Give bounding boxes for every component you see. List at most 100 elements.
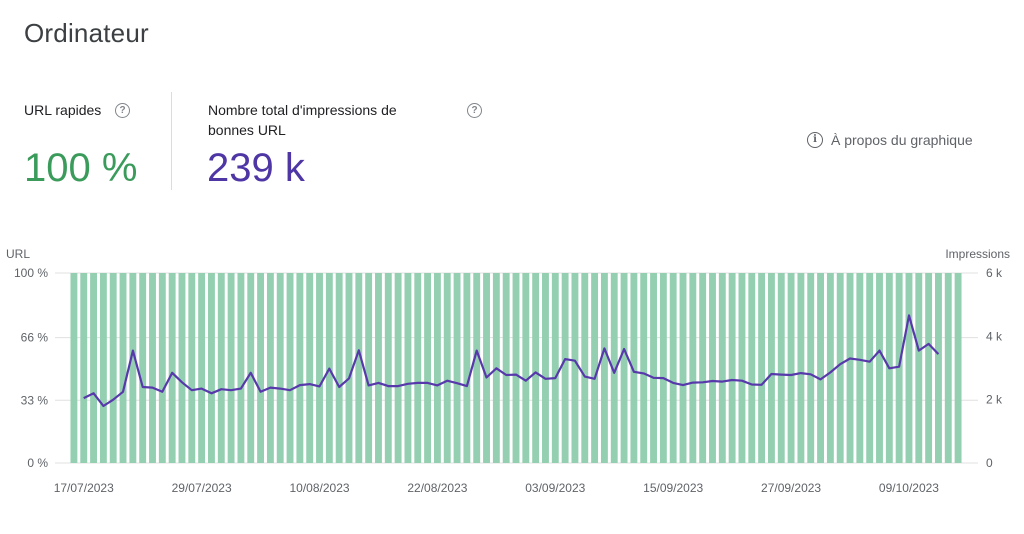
bar[interactable]	[591, 273, 599, 463]
bar[interactable]	[433, 273, 441, 463]
bar[interactable]	[650, 273, 657, 463]
bar[interactable]	[836, 273, 844, 463]
bar[interactable]	[817, 273, 824, 463]
bar[interactable]	[561, 273, 569, 463]
bar[interactable]	[925, 273, 933, 463]
bar[interactable]	[217, 273, 225, 463]
bar[interactable]	[365, 273, 373, 463]
bar[interactable]	[876, 273, 883, 463]
bar[interactable]	[345, 273, 353, 463]
bar[interactable]	[70, 273, 78, 463]
bar[interactable]	[699, 273, 707, 463]
bar[interactable]	[826, 273, 834, 463]
bar[interactable]	[335, 273, 343, 463]
bar[interactable]	[463, 273, 471, 463]
bar[interactable]	[944, 273, 952, 463]
bar[interactable]	[748, 273, 756, 463]
impressions-line[interactable]	[83, 314, 940, 408]
bar[interactable]	[80, 273, 88, 463]
bar[interactable]	[689, 273, 697, 463]
bar[interactable]	[728, 273, 736, 463]
bar[interactable]	[954, 273, 962, 463]
bar[interactable]	[787, 273, 795, 463]
bar[interactable]	[139, 273, 147, 463]
bar[interactable]	[149, 273, 156, 463]
bar[interactable]	[551, 273, 559, 463]
bar[interactable]	[522, 273, 530, 463]
bar[interactable]	[600, 273, 608, 463]
fast-urls-metric[interactable]: URL rapides	[24, 100, 101, 120]
bar[interactable]	[158, 273, 166, 463]
bar[interactable]	[905, 273, 913, 463]
bar[interactable]	[198, 273, 206, 463]
bar[interactable]	[581, 273, 589, 463]
bar[interactable]	[208, 273, 215, 463]
bar[interactable]	[276, 273, 284, 463]
x-tick-label: 17/07/2023	[54, 481, 114, 495]
bar[interactable]	[709, 273, 716, 463]
bar[interactable]	[394, 273, 402, 463]
bar[interactable]	[610, 273, 618, 463]
bar[interactable]	[935, 273, 942, 463]
bar[interactable]	[247, 273, 255, 463]
bar[interactable]	[355, 273, 363, 463]
impressions-metric[interactable]: Nombre total d'impressions de bonnes URL	[208, 100, 397, 140]
bar[interactable]	[866, 273, 874, 463]
bar[interactable]	[532, 273, 540, 463]
bar[interactable]	[777, 273, 785, 463]
bar[interactable]	[129, 273, 137, 463]
bar[interactable]	[375, 273, 382, 463]
bar[interactable]	[266, 273, 274, 463]
x-tick-label: 29/07/2023	[172, 481, 232, 495]
bar[interactable]	[679, 273, 687, 463]
bar[interactable]	[119, 273, 127, 463]
impressions-label-line2: bonnes URL	[208, 122, 286, 138]
bar[interactable]	[90, 273, 97, 463]
bar[interactable]	[316, 273, 323, 463]
bar[interactable]	[473, 273, 481, 463]
bar[interactable]	[856, 273, 864, 463]
bar[interactable]	[424, 273, 432, 463]
bar[interactable]	[443, 273, 451, 463]
bar[interactable]	[99, 273, 107, 463]
bar[interactable]	[512, 273, 520, 463]
bar[interactable]	[237, 273, 245, 463]
bar[interactable]	[404, 273, 412, 463]
bar[interactable]	[306, 273, 314, 463]
bar[interactable]	[767, 273, 775, 463]
bar[interactable]	[846, 273, 854, 463]
x-tick-label: 09/10/2023	[879, 481, 939, 495]
bar[interactable]	[659, 273, 667, 463]
bar[interactable]	[257, 273, 265, 463]
bar[interactable]	[669, 273, 677, 463]
bar[interactable]	[502, 273, 510, 463]
bar[interactable]	[384, 273, 392, 463]
bar[interactable]	[895, 273, 903, 463]
bar[interactable]	[758, 273, 766, 463]
bar[interactable]	[718, 273, 726, 463]
bar[interactable]	[915, 273, 923, 463]
bar[interactable]	[542, 273, 549, 463]
bar[interactable]	[227, 273, 235, 463]
bar[interactable]	[178, 273, 186, 463]
help-icon[interactable]: ?	[467, 103, 482, 118]
bar[interactable]	[296, 273, 304, 463]
bar[interactable]	[630, 273, 638, 463]
bar[interactable]	[109, 273, 117, 463]
x-tick-label: 22/08/2023	[407, 481, 467, 495]
bar[interactable]	[483, 273, 490, 463]
bar[interactable]	[571, 273, 579, 463]
about-chart-link[interactable]: i À propos du graphique	[807, 132, 973, 148]
bar[interactable]	[168, 273, 176, 463]
bar[interactable]	[807, 273, 815, 463]
x-tick-label: 15/09/2023	[643, 481, 703, 495]
bar[interactable]	[414, 273, 422, 463]
bar[interactable]	[797, 273, 805, 463]
bar[interactable]	[738, 273, 746, 463]
bar[interactable]	[620, 273, 628, 463]
help-icon[interactable]: ?	[115, 103, 130, 118]
bar[interactable]	[640, 273, 648, 463]
bar[interactable]	[286, 273, 294, 463]
bar[interactable]	[453, 273, 461, 463]
bar[interactable]	[188, 273, 196, 463]
